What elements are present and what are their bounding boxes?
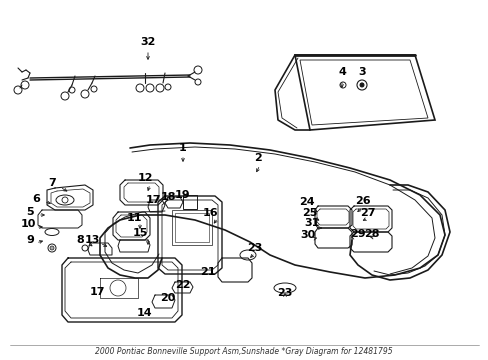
Bar <box>175 213 208 242</box>
Text: 19: 19 <box>174 190 189 200</box>
Text: 2: 2 <box>254 153 262 163</box>
Text: 18: 18 <box>160 192 175 202</box>
Bar <box>172 210 212 245</box>
Text: 14: 14 <box>137 308 153 318</box>
Circle shape <box>359 83 363 87</box>
Text: 21: 21 <box>200 267 215 277</box>
Text: 26: 26 <box>354 196 370 206</box>
Text: 31: 31 <box>304 218 319 228</box>
Circle shape <box>50 246 54 250</box>
Text: 25: 25 <box>302 208 317 218</box>
Text: 16: 16 <box>202 208 217 218</box>
Text: 6: 6 <box>32 194 40 204</box>
Text: 7: 7 <box>48 178 56 188</box>
Text: 24: 24 <box>299 197 314 207</box>
Text: 12: 12 <box>137 173 152 183</box>
Text: 29: 29 <box>349 229 365 239</box>
Text: 20: 20 <box>160 293 175 303</box>
Text: 27: 27 <box>360 208 375 218</box>
Text: 1: 1 <box>179 143 186 153</box>
Text: 17: 17 <box>89 287 104 297</box>
Text: 15: 15 <box>132 228 147 238</box>
Text: 30: 30 <box>300 230 315 240</box>
Text: 8: 8 <box>76 235 84 245</box>
Text: 5: 5 <box>26 207 34 217</box>
Text: 3: 3 <box>357 67 365 77</box>
Text: 32: 32 <box>140 37 155 47</box>
Text: 23: 23 <box>247 243 262 253</box>
Bar <box>183 195 197 209</box>
Text: 2000 Pontiac Bonneville Support Asm,Sunshade *Gray Diagram for 12481795: 2000 Pontiac Bonneville Support Asm,Suns… <box>95 347 392 356</box>
Text: 22: 22 <box>175 280 190 290</box>
Text: 17: 17 <box>145 195 161 205</box>
Text: 4: 4 <box>337 67 345 77</box>
Text: 10: 10 <box>20 219 36 229</box>
Text: 13: 13 <box>84 235 100 245</box>
Text: 9: 9 <box>26 235 34 245</box>
Text: 28: 28 <box>364 229 379 239</box>
Text: 23: 23 <box>277 288 292 298</box>
Text: 11: 11 <box>126 213 142 223</box>
